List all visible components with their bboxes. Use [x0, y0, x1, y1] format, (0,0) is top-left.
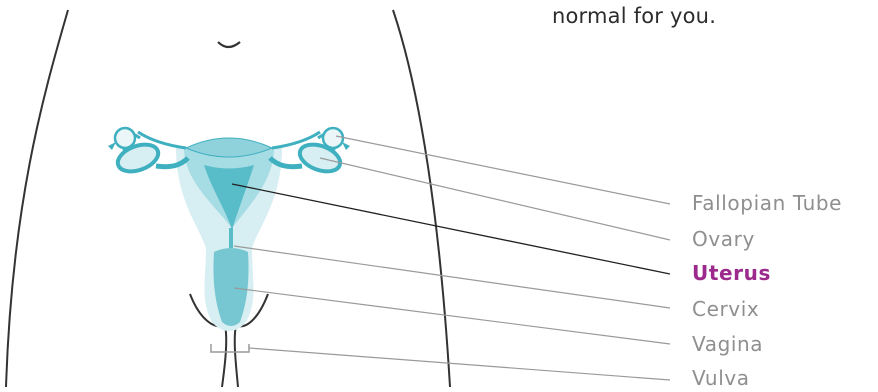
- leader-vagina: [233, 287, 671, 345]
- label-ovary[interactable]: Ovary: [692, 227, 755, 251]
- fallopian-tube-left: [137, 130, 187, 150]
- fimbriae-left: [113, 126, 137, 150]
- leader-lines: [231, 135, 671, 381]
- label-fallopian-tube[interactable]: Fallopian Tube: [692, 191, 843, 215]
- fimbriae-left-tip: [108, 142, 116, 150]
- body-outline-right: [392, 9, 451, 388]
- vagina-shape: [213, 248, 249, 326]
- label-vulva[interactable]: Vulva: [692, 366, 750, 390]
- fimbriae-right-tip: [342, 142, 350, 150]
- label-uterus[interactable]: Uterus: [692, 261, 771, 285]
- body-outline-left: [5, 9, 69, 388]
- vulva-bracket: [210, 344, 250, 353]
- fallopian-tube-right: [271, 130, 321, 150]
- navel-icon: [217, 41, 241, 49]
- ligament-right: [268, 156, 303, 170]
- fimbriae-right: [321, 126, 345, 150]
- uterine-cavity: [204, 165, 254, 230]
- label-cervix[interactable]: Cervix: [692, 297, 760, 321]
- intro-text: normal for you.: [552, 4, 717, 28]
- leader-ovary: [319, 157, 671, 241]
- reproductive-organs: [108, 126, 350, 353]
- leader-fallopian-tube: [335, 135, 671, 205]
- leader-cervix: [233, 245, 671, 309]
- cervix-canal: [229, 228, 233, 248]
- leader-vulva: [248, 347, 671, 381]
- ligament-left: [155, 156, 190, 170]
- label-vagina[interactable]: Vagina: [692, 332, 764, 356]
- ovary-left: [115, 142, 161, 174]
- leader-uterus: [231, 183, 671, 275]
